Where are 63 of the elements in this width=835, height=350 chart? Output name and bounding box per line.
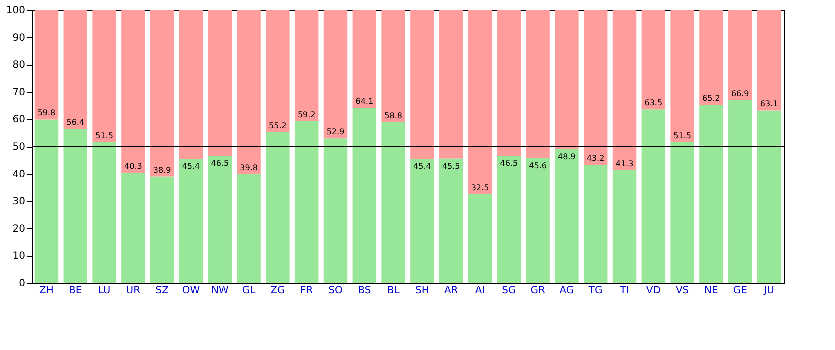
x-tick-label: GL (242, 286, 256, 296)
data-label: 40.3 (124, 162, 142, 171)
data-label: 46.5 (500, 159, 518, 168)
data-label: 58.8 (384, 111, 402, 120)
y-tick-label: 30 (12, 196, 26, 208)
x-tick-label: JU (763, 286, 774, 296)
y-tick-label: 100 (6, 6, 26, 16)
y-tick-label: 20 (12, 224, 26, 235)
x-tick-label: NE (704, 286, 718, 296)
x-tick-label: VS (676, 286, 690, 296)
x-tick-label: OW (182, 286, 200, 296)
data-label: 41.3 (616, 159, 634, 168)
data-label: 59.2 (298, 110, 316, 120)
x-tick-label: TG (588, 286, 603, 296)
data-label: 45.5 (442, 162, 460, 171)
data-label: 55.2 (269, 121, 287, 130)
y-tick-label: 50 (12, 142, 26, 153)
x-tick-label: ZH (40, 286, 54, 296)
data-label: 63.1 (760, 100, 778, 109)
x-tick-label: VD (646, 286, 662, 296)
x-tick-label: SO (328, 286, 343, 296)
x-tick-label: AI (475, 286, 486, 296)
x-tick-label: AG (560, 286, 574, 296)
x-tick-label: NW (211, 286, 229, 296)
x-tick-label: BS (358, 286, 372, 296)
data-label: 38.9 (153, 166, 172, 175)
x-tick-label: SZ (156, 286, 170, 296)
data-label: 39.8 (240, 163, 258, 172)
x-tick-label: BE (69, 286, 82, 296)
data-label: 46.5 (211, 159, 230, 168)
x-tick-label: GE (733, 286, 748, 296)
x-tick-label: SG (502, 286, 516, 296)
x-tick-label: SH (416, 286, 430, 296)
x-tick-label: AR (444, 286, 458, 296)
data-label: 56.4 (66, 118, 85, 128)
data-label: 51.5 (674, 131, 692, 140)
x-tick-label: BL (387, 286, 400, 296)
data-label: 59.8 (38, 108, 56, 118)
x-tick-label: FR (300, 286, 314, 296)
data-label: 45.6 (529, 162, 547, 171)
y-tick-label: 60 (12, 114, 26, 126)
x-tick-label: LU (98, 286, 111, 296)
y-tick-label: 90 (12, 32, 26, 44)
data-label: 45.4 (182, 162, 200, 172)
y-tick-label: 40 (12, 169, 26, 180)
y-tick-label: 0 (19, 278, 26, 290)
data-label: 63.5 (644, 98, 663, 108)
data-label: 51.5 (96, 131, 114, 140)
x-tick-label: UR (126, 286, 141, 296)
y-tick-label: 10 (12, 251, 26, 262)
data-label: 64.1 (356, 97, 374, 106)
data-label: 65.2 (702, 94, 720, 104)
data-label: 48.9 (558, 152, 576, 162)
x-tick-label: ZG (270, 286, 286, 296)
y-tick-label: 80 (12, 60, 26, 72)
data-label: 45.4 (414, 162, 432, 172)
x-tick-label: TI (619, 286, 630, 296)
data-label: 43.2 (586, 154, 605, 164)
x-tick-label: GR (530, 286, 546, 296)
y-tick-label: 70 (12, 87, 26, 98)
data-label: 66.9 (731, 89, 750, 98)
data-label: 52.9 (326, 128, 345, 137)
data-label: 32.5 (471, 183, 490, 192)
